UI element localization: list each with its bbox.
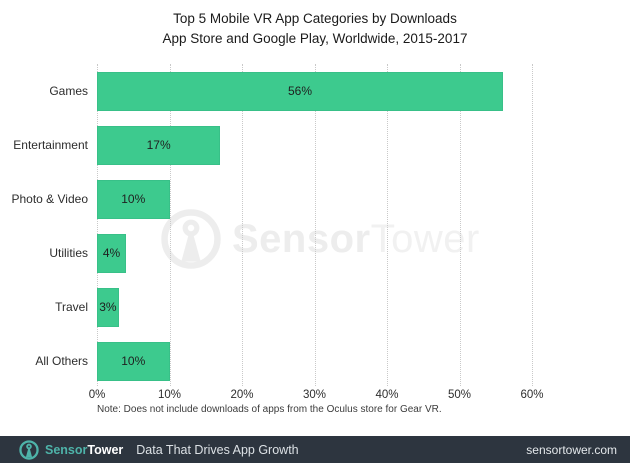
- gridline-30%: [314, 64, 316, 386]
- x-tick-label: 20%: [230, 389, 254, 401]
- gridline-40%: [387, 64, 388, 386]
- bar-value-label: 3%: [99, 300, 117, 314]
- footer-tagline: Data That Drives App Growth: [136, 442, 299, 457]
- gridline-50%: [459, 64, 461, 386]
- category-label: All Others: [35, 354, 88, 368]
- category-label: Games: [49, 84, 88, 98]
- x-tick-label: 60%: [520, 389, 544, 401]
- chart-title-line2: App Store and Google Play, Worldwide, 20…: [162, 30, 468, 46]
- category-label: Entertainment: [13, 138, 88, 152]
- bar-photo-video: [97, 180, 170, 219]
- footer-brand-light: Tower: [87, 442, 124, 457]
- bar-value-label: 17%: [146, 138, 171, 152]
- x-tick-label: 10%: [157, 389, 182, 401]
- gridline-0%: [97, 64, 98, 386]
- bar-value-label: 10%: [121, 192, 146, 206]
- bar-travel: [97, 288, 119, 327]
- x-tick-label: 0%: [88, 389, 106, 401]
- footer-website: sensortower.com: [526, 442, 617, 457]
- bar-games: [97, 72, 503, 111]
- bar-value-label: 4%: [102, 246, 121, 260]
- bar-entertainment: [97, 126, 221, 165]
- category-label: Photo & Video: [11, 192, 88, 206]
- bar-all-others: [97, 342, 170, 381]
- gridline-10%: [169, 64, 171, 386]
- category-label: Travel: [55, 300, 88, 314]
- bar-utilities: [97, 234, 126, 273]
- x-tick-label: 50%: [447, 389, 472, 401]
- category-label: Utilities: [49, 246, 88, 260]
- footer-bar: SensorTower Data That Drives App Growth …: [0, 436, 630, 463]
- gridline-20%: [242, 64, 243, 386]
- footer-brand-bold: Sensor: [45, 442, 88, 457]
- footer-brand: SensorTower: [45, 443, 123, 457]
- chart-title: Top 5 Mobile VR App Categories by Downlo…: [0, 9, 630, 48]
- x-tick-label: 40%: [375, 389, 399, 401]
- sensortower-logo-icon: [19, 439, 39, 460]
- footnote: Note: Does not include downloads of apps…: [97, 404, 442, 415]
- gridline-60%: [532, 64, 533, 386]
- x-tick-label: 30%: [302, 389, 327, 401]
- chart-title-line1: Top 5 Mobile VR App Categories by Downlo…: [173, 11, 457, 26]
- bar-value-label: 10%: [121, 354, 146, 368]
- bar-value-label: 56%: [287, 84, 313, 98]
